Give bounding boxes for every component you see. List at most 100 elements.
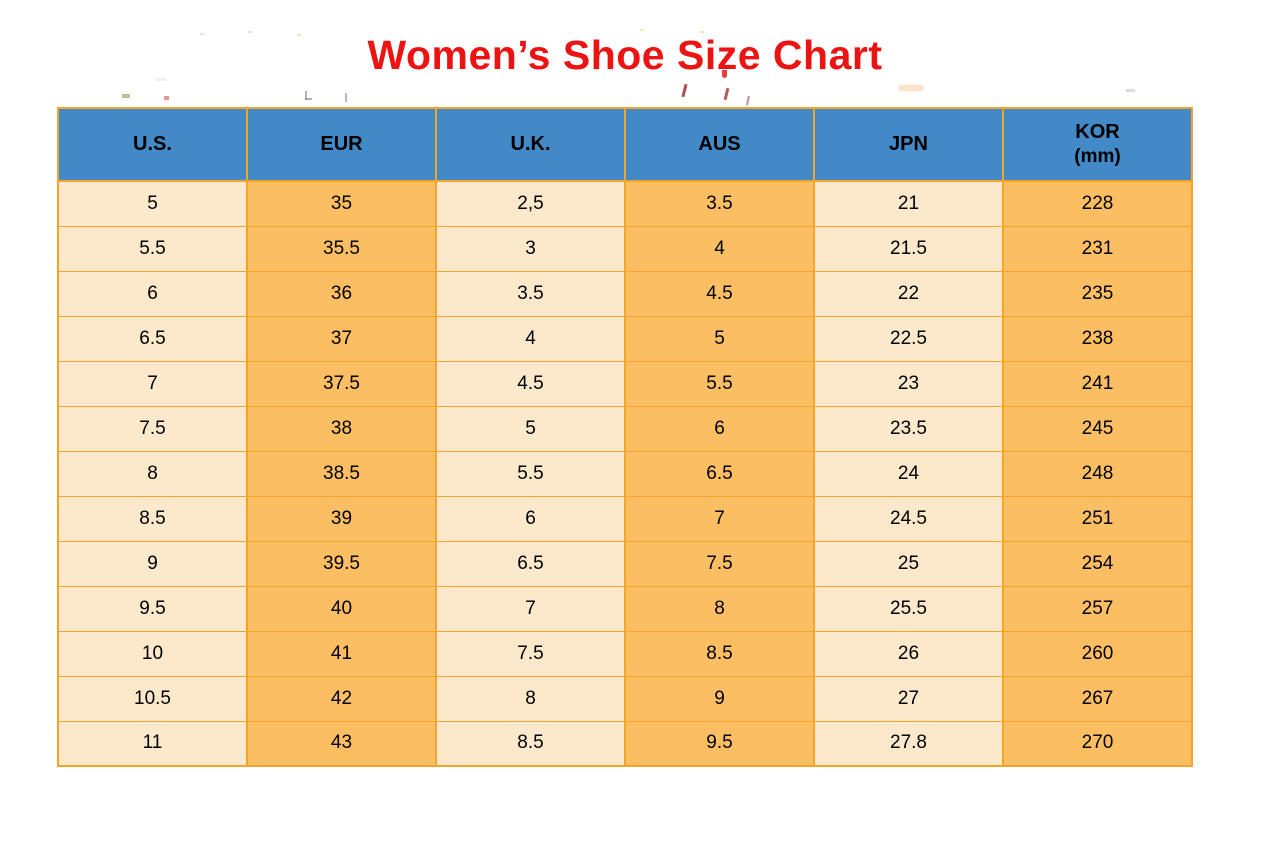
- table-cell: 8.5: [435, 720, 626, 767]
- table-cell: 6.5: [435, 540, 626, 587]
- table-row: 11 43 8.5 9.5 27.8 270: [57, 720, 1193, 767]
- table-cell: 238: [1002, 315, 1193, 362]
- table-cell: 8: [624, 585, 815, 632]
- table-cell: 6: [435, 495, 626, 542]
- artifact-mark: [345, 93, 347, 102]
- table-row: 7.5 38 5 6 23.5 245: [57, 405, 1193, 452]
- table-cell: 22: [813, 270, 1004, 317]
- column-header-label: U.K.: [510, 133, 551, 155]
- table-cell: 7: [435, 585, 626, 632]
- table-cell: 9: [57, 540, 248, 587]
- page-title: Women’s Shoe Size Chart: [367, 32, 883, 78]
- table-cell: 5.5: [57, 225, 248, 272]
- table-cell: 9: [624, 675, 815, 722]
- column-header-jpn: JPN: [813, 107, 1004, 182]
- table-cell: 7: [624, 495, 815, 542]
- table-cell: 6: [57, 270, 248, 317]
- table-row: 6 36 3.5 4.5 22 235: [57, 270, 1193, 317]
- table-row: 5.5 35.5 3 4 21.5 231: [57, 225, 1193, 272]
- table-cell: 38: [246, 405, 437, 452]
- table-cell: 3.5: [435, 270, 626, 317]
- table-cell: 39.5: [246, 540, 437, 587]
- table-cell: 251: [1002, 495, 1193, 542]
- table-cell: 5: [435, 405, 626, 452]
- table-cell: 7.5: [57, 405, 248, 452]
- table-cell: 9.5: [624, 720, 815, 767]
- table-row: 8 38.5 5.5 6.5 24 248: [57, 450, 1193, 497]
- table-cell: 35: [246, 180, 437, 227]
- table-cell: 8: [435, 675, 626, 722]
- shoe-size-table: U.S. EUR U.K. AUS JPN KOR (mm) 5 35 2,5 3.5 21 228 5…: [57, 107, 1193, 767]
- column-header-label: KOR: [1075, 121, 1120, 143]
- artifact-mark: [1126, 89, 1135, 92]
- table-cell: 270: [1002, 720, 1193, 767]
- artifact-mark: [305, 98, 312, 100]
- column-header-label: AUS: [698, 133, 741, 155]
- table-cell: 267: [1002, 675, 1193, 722]
- artifact-mark: [746, 95, 750, 106]
- artifact-mark: [640, 29, 644, 31]
- table-cell: 248: [1002, 450, 1193, 497]
- table-cell: 26: [813, 630, 1004, 677]
- table-row: 7 37.5 4.5 5.5 23 241: [57, 360, 1193, 407]
- table-body: 5 35 2,5 3.5 21 228 5.5 35.5 3 4 21.5 231 6 36 3.5 4.5 2…: [57, 180, 1193, 767]
- table-cell: 6.5: [57, 315, 248, 362]
- table-cell: 39: [246, 495, 437, 542]
- table-cell: 27: [813, 675, 1004, 722]
- table-cell: 27.8: [813, 720, 1004, 767]
- table-cell: 37.5: [246, 360, 437, 407]
- artifact-mark: [164, 96, 169, 100]
- table-row: 6.5 37 4 5 22.5 238: [57, 315, 1193, 362]
- artifact-mark: [723, 87, 730, 101]
- table-cell: 43: [246, 720, 437, 767]
- table-cell: 8.5: [624, 630, 815, 677]
- table-cell: 4: [435, 315, 626, 362]
- table-row: 10 41 7.5 8.5 26 260: [57, 630, 1193, 677]
- artifact-mark: [681, 83, 688, 98]
- table-cell: 42: [246, 675, 437, 722]
- artifact-mark: [898, 85, 924, 91]
- table-cell: 21.5: [813, 225, 1004, 272]
- table-cell: 5: [57, 180, 248, 227]
- column-header-sublabel: (mm): [1074, 146, 1121, 167]
- table-cell: 21: [813, 180, 1004, 227]
- table-row: 5 35 2,5 3.5 21 228: [57, 180, 1193, 227]
- table-cell: 3: [435, 225, 626, 272]
- table-cell: 40: [246, 585, 437, 632]
- table-cell: 9.5: [57, 585, 248, 632]
- table-cell: 5.5: [435, 450, 626, 497]
- table-cell: 10: [57, 630, 248, 677]
- table-cell: 25.5: [813, 585, 1004, 632]
- column-header-aus: AUS: [624, 107, 815, 182]
- table-cell: 22.5: [813, 315, 1004, 362]
- column-header-us: U.S.: [57, 107, 248, 182]
- table-cell: 257: [1002, 585, 1193, 632]
- table-cell: 8.5: [57, 495, 248, 542]
- artifact-mark: [122, 94, 130, 98]
- table-header: U.S. EUR U.K. AUS JPN KOR (mm): [57, 107, 1193, 182]
- table-cell: 41: [246, 630, 437, 677]
- table-row: 9.5 40 7 8 25.5 257: [57, 585, 1193, 632]
- table-cell: 231: [1002, 225, 1193, 272]
- table-cell: 228: [1002, 180, 1193, 227]
- table-cell: 5.5: [624, 360, 815, 407]
- table-cell: 7.5: [624, 540, 815, 587]
- table-cell: 25: [813, 540, 1004, 587]
- artifact-mark: [156, 78, 166, 81]
- table-cell: 37: [246, 315, 437, 362]
- table-cell: 23.5: [813, 405, 1004, 452]
- table-cell: 5: [624, 315, 815, 362]
- table-cell: 6.5: [624, 450, 815, 497]
- column-header-label: U.S.: [133, 133, 172, 155]
- column-header-kor: KOR (mm): [1002, 107, 1193, 182]
- table-cell: 24.5: [813, 495, 1004, 542]
- table-cell: 11: [57, 720, 248, 767]
- table-header-row: U.S. EUR U.K. AUS JPN KOR (mm): [57, 107, 1193, 182]
- table-cell: 4.5: [624, 270, 815, 317]
- table-cell: 10.5: [57, 675, 248, 722]
- table-cell: 3.5: [624, 180, 815, 227]
- table-cell: 35.5: [246, 225, 437, 272]
- table-cell: 8: [57, 450, 248, 497]
- column-header-uk: U.K.: [435, 107, 626, 182]
- table-cell: 254: [1002, 540, 1193, 587]
